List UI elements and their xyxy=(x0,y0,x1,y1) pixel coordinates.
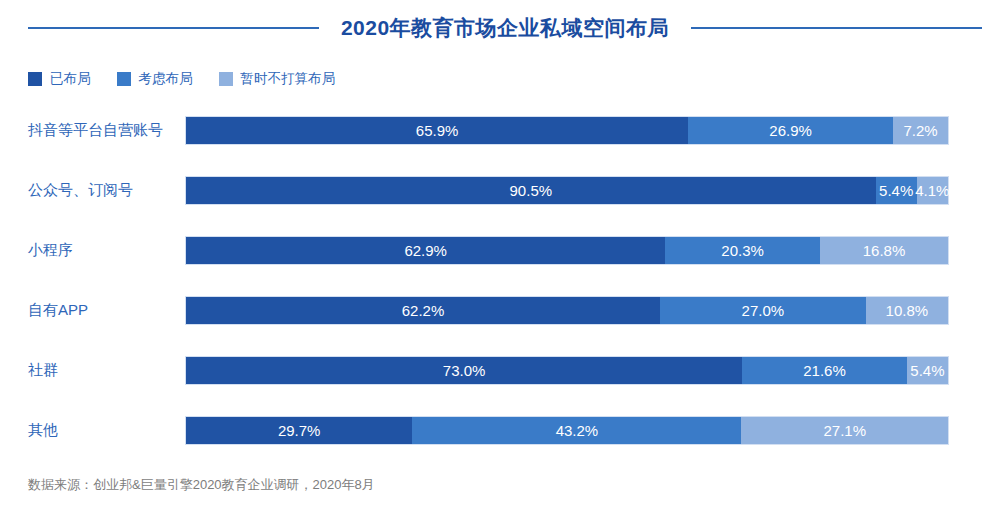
value-label: 26.9% xyxy=(769,122,812,139)
value-label: 62.9% xyxy=(404,242,447,259)
legend-swatch-icon xyxy=(219,72,233,86)
bar-segment: 7.2% xyxy=(893,117,948,144)
category-label: 社群 xyxy=(28,361,186,380)
value-label: 65.9% xyxy=(416,122,459,139)
value-label: 20.3% xyxy=(721,242,764,259)
value-label: 62.2% xyxy=(402,302,445,319)
category-label: 公众号、订阅号 xyxy=(28,181,186,200)
chart-legend: 已布局 考虑布局 暂时不打算布局 xyxy=(28,70,1000,88)
bar-segment: 10.8% xyxy=(866,297,948,324)
stacked-bar-chart: 抖音等平台自营账号65.9%26.9%7.2%公众号、订阅号90.5%5.4%4… xyxy=(0,100,1000,460)
value-label: 21.6% xyxy=(803,362,846,379)
value-label: 90.5% xyxy=(510,182,553,199)
value-label: 7.2% xyxy=(903,122,937,139)
bar-segment: 65.9% xyxy=(186,117,688,144)
category-label: 自有APP xyxy=(28,301,186,320)
bar-segment: 5.4% xyxy=(907,357,948,384)
value-label: 16.8% xyxy=(863,242,906,259)
category-label: 其他 xyxy=(28,421,186,440)
bar-segment: 26.9% xyxy=(688,117,893,144)
legend-label: 已布局 xyxy=(50,70,91,88)
bar-segment: 5.4% xyxy=(876,177,917,204)
value-label: 5.4% xyxy=(879,182,913,199)
bar-segment: 20.3% xyxy=(665,237,820,264)
bar-segment: 4.1% xyxy=(917,177,948,204)
bar-track: 29.7% 43.2% 27.1% xyxy=(186,417,948,444)
bar-track: 62.2% 27.0% 10.8% xyxy=(186,297,948,324)
chart-row: 自有APP 62.2% 27.0% 10.8% xyxy=(0,280,1000,340)
bar-track: 90.5% 5.4%4.1% xyxy=(186,177,948,204)
bar-segment: 27.1% xyxy=(741,417,948,444)
source-note: 数据来源：创业邦&巨量引擎2020教育企业调研，2020年8月 xyxy=(28,476,1000,494)
value-label: 5.4% xyxy=(910,362,944,379)
category-label: 抖音等平台自营账号 xyxy=(28,121,186,140)
bar-segment: 62.2% xyxy=(186,297,660,324)
value-label: 43.2% xyxy=(556,422,599,439)
value-label: 10.8% xyxy=(886,302,929,319)
legend-item: 考虑布局 xyxy=(117,70,193,88)
bar-segment: 43.2% xyxy=(412,417,741,444)
chart-row: 其他 29.7% 43.2% 27.1% xyxy=(0,400,1000,460)
chart-row: 抖音等平台自营账号 65.9% 26.9% 7.2% xyxy=(0,100,1000,160)
legend-item: 已布局 xyxy=(28,70,91,88)
bar-segment: 27.0% xyxy=(660,297,866,324)
bar-track: 73.0% 21.6% 5.4% xyxy=(186,357,948,384)
bar-segment: 73.0% xyxy=(186,357,742,384)
value-label: 27.0% xyxy=(742,302,785,319)
legend-swatch-icon xyxy=(117,72,131,86)
bar-segment: 16.8% xyxy=(820,237,948,264)
chart-row: 社群 73.0% 21.6% 5.4% xyxy=(0,340,1000,400)
legend-label: 考虑布局 xyxy=(139,70,193,88)
legend-item: 暂时不打算布局 xyxy=(219,70,336,88)
title-rule-right xyxy=(691,27,982,29)
value-label: 29.7% xyxy=(278,422,321,439)
bar-track: 62.9% 20.3% 16.8% xyxy=(186,237,948,264)
value-label: 73.0% xyxy=(443,362,486,379)
chart-row: 公众号、订阅号 90.5% 5.4%4.1% xyxy=(0,160,1000,220)
bar-segment: 62.9% xyxy=(186,237,665,264)
bar-segment: 21.6% xyxy=(742,357,907,384)
legend-swatch-icon xyxy=(28,72,42,86)
bar-segment: 90.5% xyxy=(186,177,876,204)
category-label: 小程序 xyxy=(28,241,186,260)
legend-label: 暂时不打算布局 xyxy=(241,70,336,88)
value-label: 27.1% xyxy=(823,422,866,439)
value-label: 4.1% xyxy=(915,182,949,199)
bar-segment: 29.7% xyxy=(186,417,412,444)
page-title: 2020年教育市场企业私域空间布局 xyxy=(341,14,669,42)
title-rule-left xyxy=(28,27,319,29)
chart-row: 小程序 62.9% 20.3% 16.8% xyxy=(0,220,1000,280)
chart-header: 2020年教育市场企业私域空间布局 xyxy=(28,14,982,42)
bar-track: 65.9% 26.9% 7.2% xyxy=(186,117,948,144)
